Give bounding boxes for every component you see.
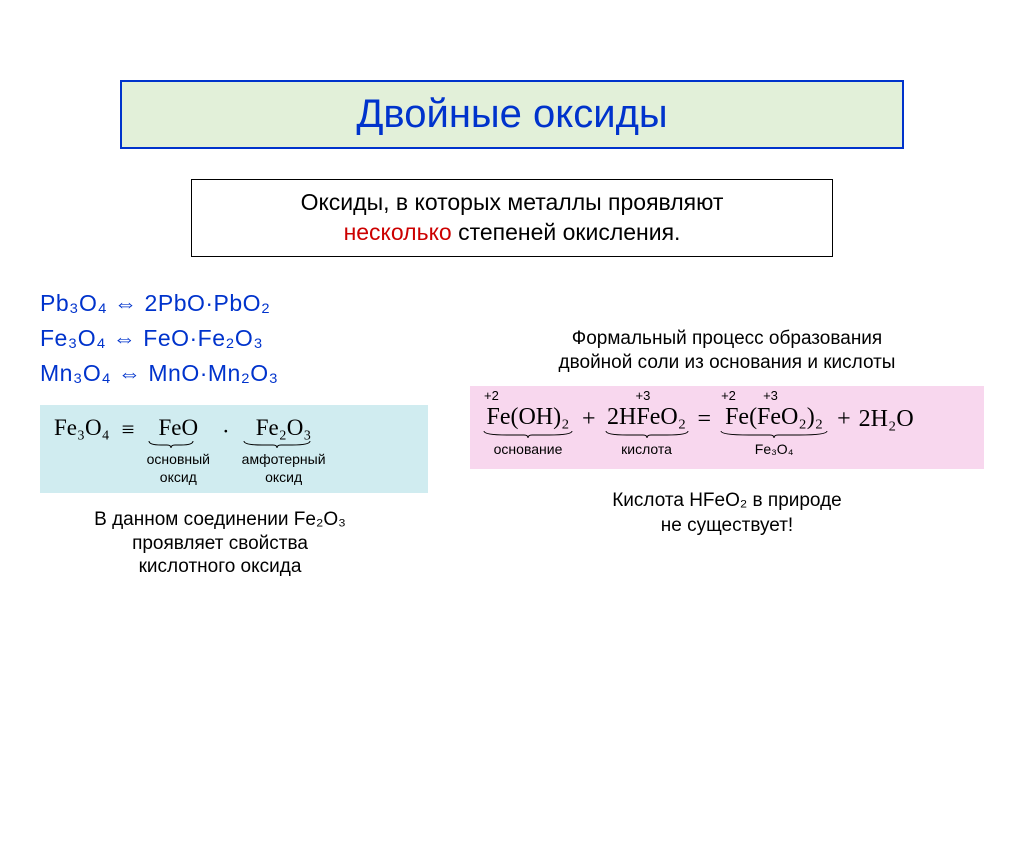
underbrace-icon xyxy=(719,429,829,439)
right-note-l1: Формальный процесс образования xyxy=(572,328,882,349)
reactant-acid: +3 2HFeO₂ кислота xyxy=(604,404,690,457)
left-note-l2: проявляет свойства xyxy=(132,533,308,554)
right-note2-l1: Кислота HFeO₂ в природе xyxy=(612,490,842,511)
decomp-lhs: Fe₃O₄ xyxy=(54,415,110,441)
product1-label: Fe₃O₄ xyxy=(755,441,794,457)
left-column: Pb₃O₄ ⇔ 2PbO·PbO₂ Fe₃O₄ ⇔ FeO·Fe₂O₃ Mn₃O… xyxy=(40,282,440,579)
left-note-l1: В данном соединении Fe₂O₃ xyxy=(94,509,346,530)
part1-formula: FeO xyxy=(159,415,199,440)
oxide-example-3: Mn₃O₄ ⇔ MnO·Mn₂O₃ xyxy=(40,360,440,387)
left-note-l3: кислотного оксида xyxy=(139,556,302,577)
underbrace-icon xyxy=(604,429,690,439)
definition-line1: Оксиды, в которых металлы проявляют xyxy=(301,189,724,215)
right-note2-l2: не существует! xyxy=(661,515,793,536)
decomp-part1: FeO основный оксид xyxy=(147,415,210,485)
decomposition-panel: Fe₃O₄ ≡ FeO основный оксид · Fe₂O₃ амфот… xyxy=(40,405,428,493)
equals-sign: = xyxy=(698,404,712,433)
title-text: Двойные оксиды xyxy=(356,92,667,136)
middle-dot: · xyxy=(222,415,230,445)
product-water: 2H₂O xyxy=(859,404,914,433)
decomposition-formula: Fe₃O₄ ≡ FeO основный оксид · Fe₂O₃ амфот… xyxy=(54,415,414,485)
reactant1-formula: Fe(OH)₂ xyxy=(486,404,569,431)
left-footnote: В данном соединении Fe₂O₃ проявляет свой… xyxy=(40,508,400,579)
acid-footnote: Кислота HFeO₂ в природе не существует! xyxy=(470,489,984,538)
oxide-example-2: Fe₃O₄ ⇔ FeO·Fe₂O₃ xyxy=(40,325,440,352)
slide-title: Двойные оксиды xyxy=(120,80,904,149)
part1-label-l1: основный xyxy=(147,451,210,467)
product-salt: +2 +3 Fe(FeO₂)₂ Fe₃O₄ xyxy=(719,404,829,457)
decomp-part2: Fe₂O₃ амфотерный оксид xyxy=(242,415,326,485)
part2-formula: Fe₂O₃ xyxy=(256,415,312,440)
right-note-l2: двойной соли из основания и кислоты xyxy=(559,352,896,373)
reaction-panel: +2 Fe(OH)₂ основание + +3 2HFeO₂ кислота… xyxy=(470,386,984,469)
part2-label-l1: амфотерный xyxy=(242,451,326,467)
right-column: Формальный процесс образования двойной с… xyxy=(440,282,984,579)
definition-box: Оксиды, в которых металлы проявляют неск… xyxy=(191,179,833,257)
part1-label-l2: оксид xyxy=(147,469,210,485)
part2-label-l2: оксид xyxy=(242,469,326,485)
plus-sign-2: + xyxy=(837,404,851,433)
ox-state-1: +2 xyxy=(484,388,499,403)
underbrace-icon xyxy=(242,439,312,449)
definition-emphasis: несколько xyxy=(344,219,452,245)
oxide-example-1: Pb₃O₄ ⇔ 2PbO·PbO₂ xyxy=(40,290,440,317)
definition-line2-rest: степеней окисления. xyxy=(452,219,681,245)
content-columns: Pb₃O₄ ⇔ 2PbO·PbO₂ Fe₃O₄ ⇔ FeO·Fe₂O₃ Mn₃O… xyxy=(0,282,1024,579)
reactant2-formula: 2HFeO₂ xyxy=(607,404,686,431)
reactant1-label: основание xyxy=(494,441,563,457)
ox-state-3: +2 xyxy=(721,388,736,403)
ox-state-2: +3 xyxy=(636,388,651,403)
reactant-base: +2 Fe(OH)₂ основание xyxy=(482,404,574,457)
ox-state-4: +3 xyxy=(763,388,778,403)
product1-formula: Fe(FeO₂)₂ xyxy=(725,404,823,431)
underbrace-icon xyxy=(482,429,574,439)
process-description: Формальный процесс образования двойной с… xyxy=(470,327,984,375)
equiv-sign: ≡ xyxy=(122,415,135,443)
plus-sign-1: + xyxy=(582,404,596,433)
underbrace-icon xyxy=(147,439,195,449)
reactant2-label: кислота xyxy=(621,441,672,457)
